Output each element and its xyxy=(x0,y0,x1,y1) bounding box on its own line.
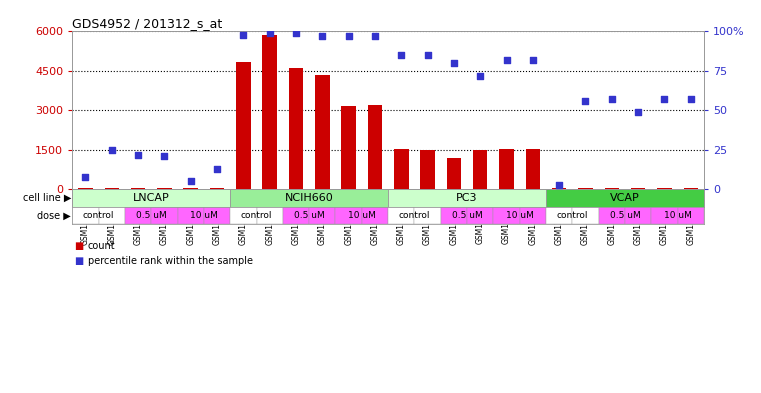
Bar xyxy=(99,207,125,224)
Point xyxy=(290,30,302,36)
Point xyxy=(474,72,486,79)
Point xyxy=(395,52,407,58)
Bar xyxy=(447,158,461,189)
Point xyxy=(422,52,434,58)
Bar xyxy=(283,207,309,224)
Bar xyxy=(315,75,330,189)
Point xyxy=(369,33,381,39)
Point xyxy=(447,60,460,66)
Bar xyxy=(231,189,388,207)
Point xyxy=(527,57,539,63)
Bar xyxy=(151,207,177,224)
Text: 10 uM: 10 uM xyxy=(348,211,376,220)
Bar xyxy=(361,207,388,224)
Bar xyxy=(677,207,704,224)
Bar xyxy=(546,189,704,207)
Bar xyxy=(651,207,677,224)
Bar xyxy=(493,207,520,224)
Bar xyxy=(499,149,514,189)
Point xyxy=(658,96,670,103)
Bar xyxy=(441,207,467,224)
Bar xyxy=(309,207,336,224)
Point xyxy=(106,147,118,153)
Point xyxy=(158,153,170,159)
Bar xyxy=(177,207,204,224)
Text: 10 uM: 10 uM xyxy=(664,211,692,220)
Point xyxy=(685,96,697,103)
Text: GDS4952 / 201312_s_at: GDS4952 / 201312_s_at xyxy=(72,17,222,30)
Bar xyxy=(526,149,540,189)
Bar xyxy=(288,68,303,189)
Bar xyxy=(236,62,250,189)
Text: VCAP: VCAP xyxy=(610,193,640,203)
Bar xyxy=(125,207,151,224)
Bar xyxy=(231,207,256,224)
Text: control: control xyxy=(83,211,114,220)
Text: 10 uM: 10 uM xyxy=(506,211,533,220)
Text: count: count xyxy=(88,241,115,251)
Bar xyxy=(473,150,488,189)
Point xyxy=(185,178,197,185)
Point xyxy=(237,31,250,38)
Text: ■: ■ xyxy=(74,241,83,251)
Point xyxy=(132,151,144,158)
Point xyxy=(632,109,645,115)
Bar xyxy=(599,207,625,224)
Text: control: control xyxy=(399,211,430,220)
Bar xyxy=(546,207,572,224)
Bar xyxy=(336,207,361,224)
Text: 0.5 uM: 0.5 uM xyxy=(136,211,167,220)
Text: control: control xyxy=(240,211,272,220)
Bar xyxy=(204,207,231,224)
Bar xyxy=(388,189,546,207)
Point xyxy=(501,57,513,63)
Bar xyxy=(78,188,93,189)
Point xyxy=(263,30,275,36)
Text: LNCAP: LNCAP xyxy=(133,193,170,203)
Text: percentile rank within the sample: percentile rank within the sample xyxy=(88,256,253,266)
Bar xyxy=(420,150,435,189)
Bar xyxy=(72,207,99,224)
Bar xyxy=(467,207,493,224)
Bar xyxy=(183,188,198,189)
Text: dose ▶: dose ▶ xyxy=(37,210,71,220)
Text: 0.5 uM: 0.5 uM xyxy=(294,211,324,220)
Text: PC3: PC3 xyxy=(457,193,478,203)
Bar xyxy=(572,207,599,224)
Bar xyxy=(625,207,651,224)
Bar xyxy=(520,207,546,224)
Text: 10 uM: 10 uM xyxy=(190,211,218,220)
Point xyxy=(606,96,618,103)
Bar xyxy=(415,207,441,224)
Point xyxy=(553,182,565,188)
Bar xyxy=(368,105,382,189)
Text: cell line ▶: cell line ▶ xyxy=(23,193,71,203)
Text: control: control xyxy=(556,211,588,220)
Point xyxy=(342,33,355,39)
Point xyxy=(79,174,91,180)
Bar xyxy=(263,35,277,189)
Point xyxy=(579,98,591,104)
Point xyxy=(211,165,223,172)
Bar xyxy=(394,149,409,189)
Text: 0.5 uM: 0.5 uM xyxy=(452,211,482,220)
Text: ■: ■ xyxy=(74,256,83,266)
Bar xyxy=(256,207,283,224)
Text: NCIH660: NCIH660 xyxy=(285,193,333,203)
Text: 0.5 uM: 0.5 uM xyxy=(610,211,640,220)
Bar xyxy=(342,107,356,189)
Bar xyxy=(388,207,415,224)
Bar xyxy=(72,189,231,207)
Point xyxy=(317,33,329,39)
